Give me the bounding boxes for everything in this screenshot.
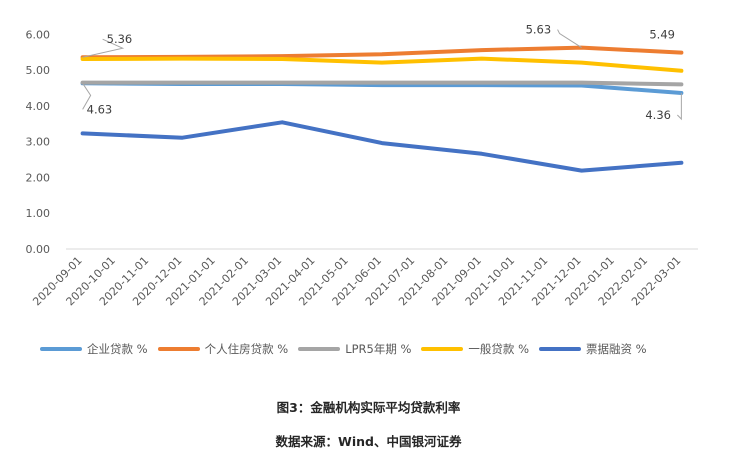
annotation-leader [82, 83, 92, 110]
annotation-label: 4.36 [645, 108, 671, 122]
y-tick-label: 2.00 [26, 171, 51, 184]
series-line-1 [80, 45, 684, 60]
figure-title: 图3：金融机构实际平均贷款利率 [276, 400, 461, 415]
y-tick-label: 1.00 [26, 207, 51, 220]
legend-swatch [539, 347, 582, 351]
series-line-4 [80, 120, 684, 173]
data-source: 数据来源：Wind、中国银河证券 [275, 434, 462, 449]
annotation-label: 5.36 [107, 32, 133, 46]
legend-swatch [421, 347, 464, 351]
legend-item-0: 企业贷款 % [40, 341, 148, 357]
legend-item-2: LPR5年期 % [298, 341, 411, 357]
y-tick-label: 0.00 [26, 243, 51, 256]
legend-label: 一般贷款 % [468, 342, 530, 356]
y-tick-label: 6.00 [26, 28, 51, 41]
annotation-leader [677, 92, 682, 121]
legend-item-1: 个人住房贷款 % [157, 341, 289, 357]
y-tick-label: 3.00 [26, 136, 51, 149]
legend-item-3: 一般贷款 % [421, 341, 529, 357]
legend-label: 票据融资 % [586, 342, 647, 356]
chart-legend: 企业贷款 % 个人住房贷款 % LPR5年期 % 一般贷款 % 票据融资 % [40, 338, 720, 360]
legend-label: 企业贷款 % [87, 342, 148, 356]
y-tick-label: 4.00 [26, 100, 51, 113]
annotation-label: 5.49 [649, 28, 675, 42]
legend-swatch [298, 347, 341, 351]
legend-label: LPR5年期 % [345, 342, 412, 356]
annotation-leader [82, 38, 125, 58]
legend-item-4: 票据融资 % [539, 341, 647, 357]
legend-label: 个人住房贷款 % [204, 342, 289, 356]
annotation-label: 5.63 [526, 23, 552, 37]
legend-swatch [40, 347, 82, 351]
series-line-2 [80, 80, 684, 87]
annotation-leader [557, 29, 582, 48]
annotation-label: 4.63 [87, 102, 113, 116]
legend-swatch [157, 347, 200, 351]
series-line-3 [80, 56, 684, 73]
line-chart: 0.001.002.003.004.005.006.00 2020-09-012… [26, 23, 698, 308]
y-tick-label: 5.00 [26, 64, 51, 77]
